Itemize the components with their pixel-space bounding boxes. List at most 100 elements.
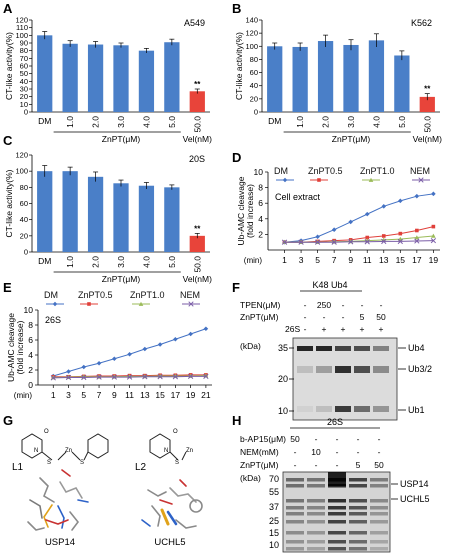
structure-panel-g: S Zn S N O L1 N O S Zn L2 USP14: [12, 429, 203, 548]
blot-h-band-lane-3-row-6: [349, 531, 367, 535]
legend-marker-d-0: [282, 177, 288, 183]
x-group-label-vel-a: Vel(nM): [183, 134, 212, 144]
x-tick-label-d-8: 17: [412, 255, 422, 265]
docking-label-usp14: USP14: [45, 537, 75, 548]
legend-label-e-2: ZnPT1.0: [130, 290, 165, 300]
y-tick-label-b-1: 20: [250, 94, 258, 103]
y-tick-label-b-4: 80: [250, 55, 258, 64]
blot-f-cell-2-2: +: [341, 324, 346, 334]
y-tick-label-e-4: 8: [28, 320, 33, 330]
point-e-0-2: [81, 364, 87, 370]
point-e-0-8: [173, 336, 178, 342]
x-tick-label-e-8: 17: [171, 390, 181, 400]
inset-label-d: Cell extract: [275, 192, 321, 202]
y-axis-label-sub-e: (fold increase): [15, 320, 25, 374]
blot-h-cell-1-4: -: [378, 447, 381, 457]
blot-f-marker-35: 35: [278, 343, 288, 353]
blot-h-cell-2-0: -: [294, 460, 297, 470]
x-tick-label-e-7: 15: [155, 390, 165, 400]
x-tick-label-d-0: 1: [282, 255, 287, 265]
blot-f-cell-0-3: -: [361, 300, 364, 310]
panel-letter-g: G: [3, 413, 13, 428]
blot-h-marker-70: 70: [269, 474, 279, 484]
bar-a-5: [164, 42, 180, 112]
legend-marker-e-2: [138, 301, 144, 306]
y-tick-label-d-3: 8: [258, 183, 263, 193]
point-d-1-9: [431, 224, 436, 229]
blot-h-band-lane-2-row-2: [328, 499, 346, 503]
y-tick-label-a-2: 20: [20, 92, 28, 101]
point-d-0-8: [414, 193, 420, 199]
blot-h-marker-25: 25: [269, 516, 279, 526]
y-tick-label-a-9: 90: [20, 39, 28, 48]
blot-f-cell-1-0: -: [304, 312, 307, 322]
blot-h-marker-37: 37: [269, 502, 279, 512]
docking-uchl5-image: [141, 479, 203, 529]
blot-f-band-ub32-lane-0: [297, 366, 313, 373]
l2-oxygen: O: [173, 429, 178, 435]
point-e-3-7: [157, 374, 163, 380]
series-line-d-1: [284, 226, 434, 243]
legend-marker-d-2: [368, 177, 374, 182]
bar-b-2: [317, 41, 334, 112]
point-d-3-2: [314, 239, 321, 245]
y-tick-label-a-11: 110: [16, 23, 28, 32]
point-d-1-8: [415, 228, 419, 233]
legend-marker-d-1: [317, 178, 321, 182]
blot-f-band-ub32-lane-2: [335, 366, 351, 373]
bar-b-4: [368, 40, 385, 112]
y-tick-label-b-6: 120: [245, 29, 258, 38]
legend-marker-e-0: [52, 301, 58, 307]
blot-f-row-label-2: ZnPT(μM): [240, 312, 279, 322]
blot-f-band-ub1-lane-4: [373, 406, 389, 412]
blot-h-band-lane-4-row-1: [370, 484, 388, 488]
blot-h-marker-15: 15: [269, 528, 279, 538]
x-tick-label-a-0: DM: [38, 116, 51, 126]
chart-title-b: K562: [411, 18, 432, 28]
blot-h-cell-1-1: 10: [311, 447, 321, 457]
y-tick-label-c-3: 60: [20, 199, 28, 208]
blot-h-cell-0-1: -: [315, 434, 318, 444]
y-axis-label-sub-d: (fold increase): [245, 184, 255, 238]
blot-h-cell-1-0: -: [294, 447, 297, 457]
y-tick-label-a-5: 50: [20, 69, 28, 78]
x-tick-label-d-1: 3: [299, 255, 304, 265]
blot-h-row-label-3: ZnPT(μM): [240, 460, 279, 470]
blot-panel-h: 26S b-AP15(μM) NEM(mM) ZnPT(μM) 50 - - - - - 1…: [240, 417, 430, 553]
y-tick-label-c-6: 120: [15, 151, 28, 160]
blot-h-band-lane-0-row-5: [286, 520, 304, 524]
blot-h-marker-10: 10: [269, 540, 279, 550]
point-d-0-2: [315, 234, 320, 240]
blot-f-cell-2-1: +: [322, 324, 327, 334]
y-tick-label-c-0: 0: [24, 248, 28, 257]
blot-f-cell-0-2: -: [342, 300, 345, 310]
x-tick-label-c-1: 1.0: [65, 256, 75, 268]
x-group-label-vel-c: Vel(nM): [183, 274, 212, 284]
x-group-label-vel-b: Vel(nM): [413, 134, 442, 144]
ligand-l1-label: L1: [12, 462, 24, 473]
y-tick-label-c-4: 80: [20, 183, 28, 192]
docking-usp14-image: [27, 469, 89, 531]
blot-h-band-lane-2-row-5: [328, 520, 346, 524]
point-e-3-9: [187, 373, 194, 380]
blot-f-cell-1-1: -: [323, 312, 326, 322]
point-d-3-3: [331, 239, 337, 245]
point-e-0-7: [157, 342, 163, 347]
blot-f-row-label-3: 26S: [285, 324, 300, 334]
blot-h-title: 26S: [327, 417, 343, 427]
x-tick-label-e-0: 1: [51, 390, 56, 400]
bar-c-5: [164, 187, 180, 252]
y-tick-label-a-4: 40: [20, 77, 28, 86]
x-tick-label-a-5: 5.0: [167, 116, 177, 128]
point-d-2-8: [414, 235, 420, 240]
blot-h-band-lane-1-row-6: [307, 531, 325, 535]
y-tick-label-d-4: 10: [254, 167, 264, 177]
x-tick-label-b-6: 50.0: [422, 116, 432, 133]
x-tick-label-c-4: 4.0: [141, 256, 151, 268]
l1-sulfur-left: S: [47, 460, 51, 466]
point-d-3-0: [281, 239, 288, 245]
blot-h-band-lane-4-row-7: [370, 540, 388, 544]
x-tick-label-c-0: DM: [38, 256, 51, 266]
blot-h-band-lane-1-row-3: [307, 506, 325, 510]
